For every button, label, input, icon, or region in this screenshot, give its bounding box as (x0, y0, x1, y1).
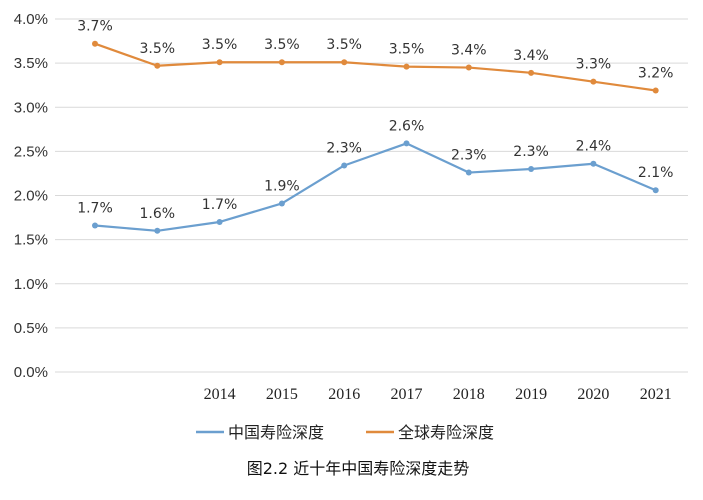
data-point (278, 59, 285, 66)
data-label: 3.2% (638, 65, 674, 81)
data-label: 2.3% (451, 148, 487, 164)
data-point (528, 69, 535, 76)
y-tick-label: 4.0% (14, 11, 48, 28)
data-point (216, 218, 223, 225)
data-point (528, 166, 535, 173)
x-tick-label: 2016 (328, 386, 360, 403)
x-tick-label: 2021 (640, 386, 672, 403)
data-label: 3.5% (389, 42, 425, 58)
data-point (341, 162, 348, 169)
x-tick-label: 2020 (577, 386, 609, 403)
data-point (216, 59, 223, 66)
data-point (92, 40, 98, 47)
data-label: 3.4% (513, 48, 549, 64)
data-label: 3.5% (264, 37, 300, 53)
data-point (154, 227, 161, 234)
data-label: 3.7% (77, 19, 113, 35)
data-label: 3.4% (451, 43, 487, 59)
data-label: 2.6% (389, 118, 425, 134)
y-tick-label: 1.0% (14, 276, 48, 293)
data-point (465, 169, 472, 176)
y-tick-label: 3.0% (14, 99, 48, 116)
x-tick-label: 2017 (391, 386, 423, 403)
y-tick-label: 0.0% (14, 364, 48, 381)
data-label: 1.7% (202, 197, 238, 213)
legend-label-global: 全球寿险深度 (398, 423, 494, 442)
data-label: 2.4% (576, 139, 612, 155)
y-tick-label: 3.5% (14, 55, 48, 72)
x-tick-label: 2015 (266, 386, 298, 403)
y-tick-label: 2.5% (14, 143, 48, 160)
x-tick-label: 2018 (453, 386, 485, 403)
data-label: 1.7% (77, 201, 113, 217)
legend-label-china: 中国寿险深度 (228, 423, 324, 442)
y-tick-label: 2.0% (14, 188, 48, 205)
data-point (403, 140, 410, 147)
y-tick-label: 0.5% (14, 320, 48, 337)
data-label: 3.5% (140, 41, 176, 57)
gridlines (55, 18, 688, 373)
data-label: 1.9% (264, 178, 300, 194)
series-line-china (94, 142, 657, 232)
y-tick-label: 1.5% (14, 232, 48, 249)
data-labels: 1.7% 1.6% 1.7% 1.9% 2.3% 2.6% 2.3% 2.3% 2.4% 2.1%… (77, 19, 673, 222)
data-label: 1.6% (140, 206, 176, 222)
data-point (92, 222, 98, 229)
data-label: 3.5% (326, 37, 362, 53)
data-point (652, 187, 659, 194)
series-layer (92, 40, 659, 234)
data-point (590, 160, 597, 167)
chart-caption: 图2.2 近十年中国寿险深度走势 (247, 459, 470, 478)
x-axis-ticks: 2014 2015 2016 2017 2018 2019 2020 2021 (204, 386, 672, 403)
data-point (403, 63, 410, 70)
data-label: 3.5% (202, 37, 238, 53)
data-label: 2.3% (326, 140, 362, 156)
x-tick-label: 2014 (204, 386, 236, 403)
x-tick-label: 2019 (515, 386, 547, 403)
legend: 中国寿险深度 全球寿险深度 (196, 423, 494, 442)
data-point (465, 64, 472, 71)
data-label: 2.3% (513, 144, 549, 160)
data-point (278, 200, 285, 207)
data-point (590, 78, 597, 85)
data-point (652, 87, 659, 94)
data-point (154, 62, 161, 69)
series-line-global (94, 42, 656, 92)
data-point (341, 59, 348, 66)
data-label: 3.3% (576, 57, 612, 73)
data-label: 2.1% (638, 165, 674, 181)
y-axis-ticks: 0.0% 0.5% 1.0% 1.5% 2.0% 2.5% 3.0% 3.5% 4.0% (14, 11, 48, 381)
